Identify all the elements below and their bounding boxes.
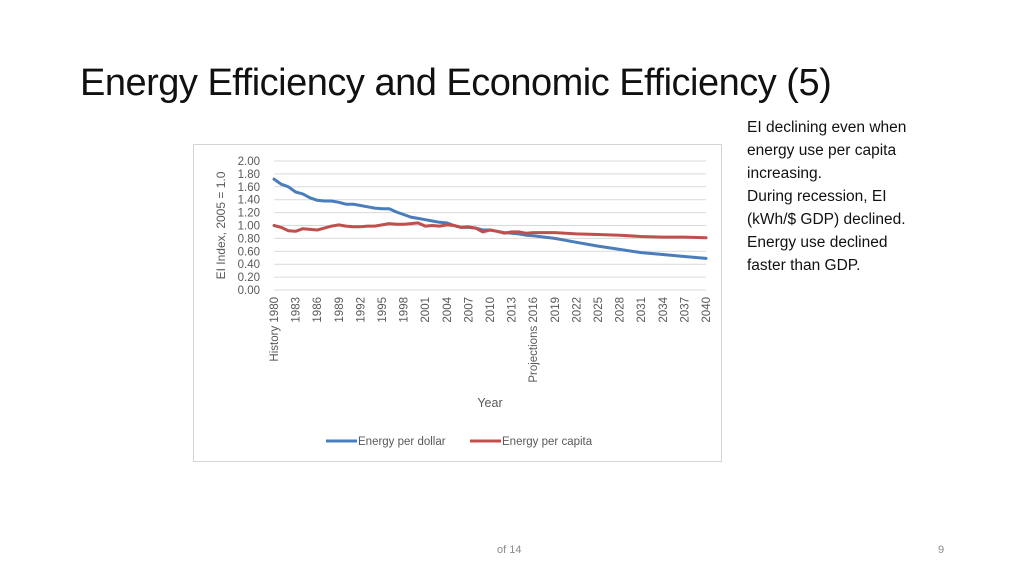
x-tick-label: 1983 — [291, 297, 303, 323]
note-line: energy use per capita — [747, 142, 897, 159]
y-tick-label: 0.80 — [238, 233, 260, 245]
series-line-0 — [272, 177, 708, 260]
x-tick-label: Projections 2016 — [528, 297, 540, 383]
x-tick-label: 2019 — [550, 297, 562, 323]
slide-title: Energy Efficiency and Economic Efficienc… — [80, 62, 832, 104]
footer-page-count: of 14 — [497, 544, 522, 556]
x-tick-label: 2022 — [571, 297, 583, 323]
x-tick-label: 1998 — [399, 297, 411, 323]
y-tick-label: 0.60 — [238, 246, 260, 258]
x-tick-label: 1992 — [355, 297, 367, 323]
x-tick-label: 2004 — [442, 296, 454, 322]
note-line: (kWh/$ GDP) declined. — [747, 211, 906, 228]
x-tick-label: 2034 — [658, 296, 670, 322]
y-tick-label: 0.00 — [238, 285, 260, 297]
x-tick-label: History 1980 — [269, 297, 281, 362]
y-tick-label: 1.80 — [238, 169, 260, 181]
x-tick-label: 2031 — [636, 297, 648, 323]
y-tick-label: 1.20 — [238, 208, 260, 220]
x-tick-label: 1989 — [334, 297, 346, 323]
note-line: EI declining even when — [747, 119, 907, 136]
x-tick-label: 1986 — [312, 297, 324, 323]
series-line-1 — [272, 221, 708, 240]
note-line: faster than GDP. — [747, 257, 861, 274]
x-tick-label: 2010 — [485, 297, 497, 323]
footer-page-number: 9 — [938, 544, 945, 556]
x-tick-label: 2001 — [420, 297, 432, 323]
x-tick-label: 2025 — [593, 297, 605, 323]
chart-frame: 0.00 0.20 0.40 0.60 0.80 1.00 1.20 1.40 1.60 1.80… — [193, 144, 722, 462]
ei-line-chart: 0.000.200.400.600.801.001.201.401.601.80… — [214, 156, 713, 448]
y-tick-label: 1.60 — [238, 182, 260, 194]
x-tick-label: 2028 — [615, 297, 627, 323]
y-tick-label: 0.20 — [238, 272, 260, 284]
x-tick-label: 2013 — [507, 297, 519, 323]
legend-label: Energy per dollar — [358, 436, 446, 448]
x-tick-label: 2040 — [701, 297, 713, 323]
y-tick-label: 2.00 — [238, 156, 260, 168]
y-tick-label: 1.00 — [238, 221, 260, 233]
y-axis-label: EI Index, 2005 = 1.0 — [214, 171, 228, 279]
y-tick-label: 0.40 — [238, 259, 260, 271]
x-axis-label: Year — [477, 396, 502, 410]
note-line: Energy use declined — [747, 234, 888, 251]
y-tick-label: 1.40 — [238, 195, 260, 207]
note-line: During recession, EI — [747, 188, 887, 205]
legend-label: Energy per capita — [502, 436, 593, 448]
note-line: increasing. — [747, 165, 822, 182]
slide-notes: EI declining even when energy use per ca… — [747, 116, 947, 277]
x-tick-label: 2037 — [679, 297, 691, 323]
x-tick-label: 2007 — [463, 297, 475, 323]
x-tick-label: 1995 — [377, 297, 389, 323]
